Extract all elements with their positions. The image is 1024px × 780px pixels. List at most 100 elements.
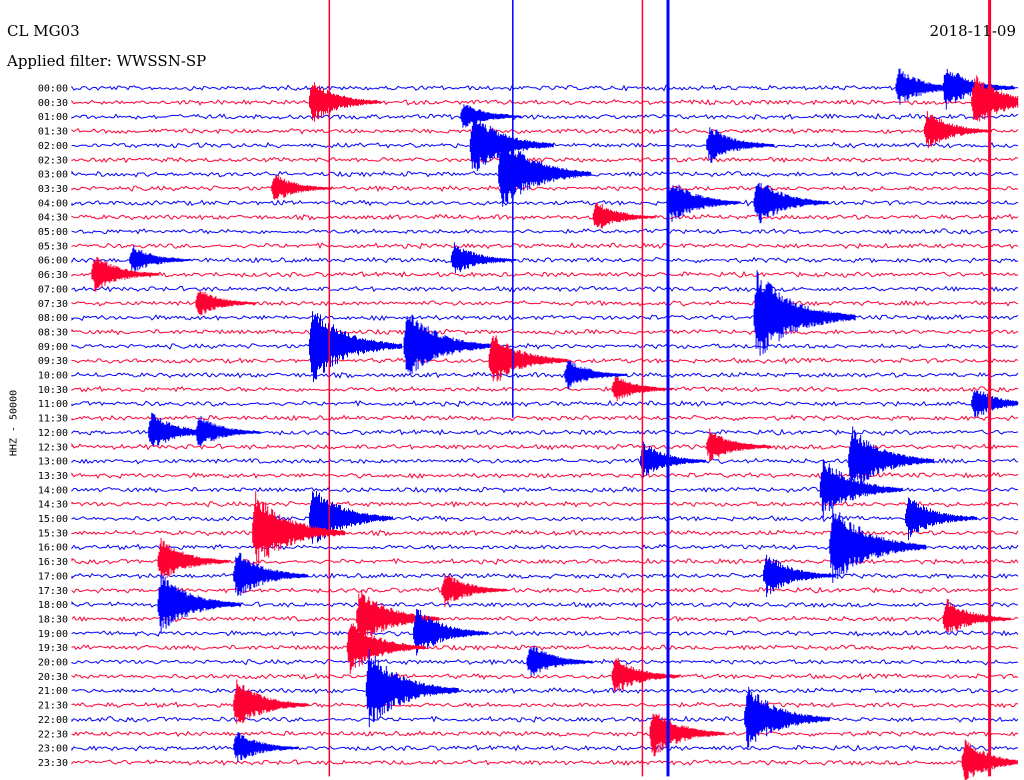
row-label: 16:00 [38, 543, 68, 554]
row-label: 17:30 [38, 586, 68, 597]
event-burst [819, 459, 903, 518]
event-burst [233, 679, 309, 724]
row-label: 12:00 [38, 428, 68, 439]
row-label: 14:00 [38, 485, 68, 496]
row-time-labels: 00:00 00:30 01:00 01:30 02:00 02:30 03:00 03:30… [38, 84, 68, 769]
trace-row [71, 730, 1019, 738]
trace-row [71, 529, 1019, 537]
event-burst [195, 415, 261, 447]
trace-row [71, 500, 1019, 508]
trace-row [71, 156, 1019, 164]
row-label: 01:30 [38, 127, 68, 138]
event-burst [923, 111, 992, 149]
trace-row [71, 314, 1019, 322]
row-label: 16:30 [38, 557, 68, 568]
event-burst [157, 538, 230, 583]
row-label: 20:30 [38, 672, 68, 683]
row-label: 00:30 [38, 98, 68, 109]
row-label: 21:30 [38, 701, 68, 712]
trace-row [71, 84, 1019, 92]
row-label: 22:30 [38, 729, 68, 740]
event-burst [564, 360, 628, 390]
row-label: 00:00 [38, 84, 68, 95]
row-label: 22:00 [38, 715, 68, 726]
row-label: 04:00 [38, 198, 68, 209]
event-burst [309, 311, 402, 383]
event-burst [157, 574, 241, 634]
row-label: 23:30 [38, 758, 68, 769]
trace-row [71, 127, 1019, 135]
event-burst [309, 82, 381, 122]
event-burst [848, 426, 935, 491]
event-burst [706, 428, 772, 461]
event-burst [233, 552, 309, 596]
row-label: 09:30 [38, 356, 68, 367]
row-label: 14:30 [38, 500, 68, 511]
event-burst [309, 491, 393, 544]
event-burst [195, 290, 257, 316]
trace-row [71, 399, 1019, 408]
row-label: 17:00 [38, 571, 68, 582]
event-burst [252, 491, 346, 566]
row-label: 10:30 [38, 385, 68, 396]
event-burst [744, 686, 831, 749]
trace-row [71, 213, 1019, 221]
event-burst [91, 256, 160, 292]
trace-row [71, 285, 1019, 293]
trace-row [71, 112, 1019, 121]
row-label: 05:00 [38, 227, 68, 238]
row-label: 23:00 [38, 744, 68, 755]
event-burst [829, 504, 927, 583]
row-label: 03:30 [38, 184, 68, 195]
row-label: 19:30 [38, 643, 68, 654]
trace-row [71, 572, 1019, 580]
event-burst [233, 732, 299, 763]
trace-row [71, 270, 1019, 278]
trace-row [71, 371, 1019, 379]
trace-row [71, 228, 1019, 235]
trace-row [71, 701, 1019, 709]
event-burst [450, 242, 516, 274]
event-burst [763, 554, 836, 598]
station-label: CL MG03 [7, 22, 80, 40]
trace-row [71, 242, 1019, 250]
event-burst [753, 270, 856, 356]
row-label: 02:30 [38, 155, 68, 166]
trace-row [71, 715, 1019, 723]
row-label: 05:30 [38, 241, 68, 252]
trace-row [71, 471, 1019, 479]
row-label: 03:00 [38, 170, 68, 181]
row-label: 02:00 [38, 141, 68, 152]
trace-row [71, 256, 1019, 264]
event-burst [706, 127, 775, 163]
trace-row [71, 328, 1019, 336]
event-burst [611, 376, 673, 402]
trace-row [71, 615, 1019, 623]
trace-row [71, 414, 1019, 422]
event-burst [668, 184, 741, 222]
event-bursts [91, 68, 1019, 780]
trace-row [71, 644, 1019, 652]
trace-row [71, 184, 1019, 193]
trace-row [71, 687, 1019, 695]
trace-row [71, 98, 1019, 106]
event-burst [526, 645, 593, 677]
trace-row [71, 385, 1019, 393]
event-burst [271, 174, 333, 200]
row-label: 08:30 [38, 327, 68, 338]
row-label: 20:00 [38, 658, 68, 669]
event-burst [971, 75, 1019, 122]
trace-row [71, 744, 1019, 752]
trace-row [71, 515, 1019, 523]
y-axis-label: HHZ - 50000 [8, 389, 20, 457]
row-label: 18:00 [38, 600, 68, 611]
row-label: 08:00 [38, 313, 68, 324]
row-label: 07:30 [38, 299, 68, 310]
row-label: 01:00 [38, 112, 68, 123]
row-label: 04:30 [38, 213, 68, 224]
event-burst [441, 574, 508, 607]
trace-row [71, 342, 1019, 350]
event-burst [640, 441, 707, 478]
row-label: 11:00 [38, 399, 68, 410]
